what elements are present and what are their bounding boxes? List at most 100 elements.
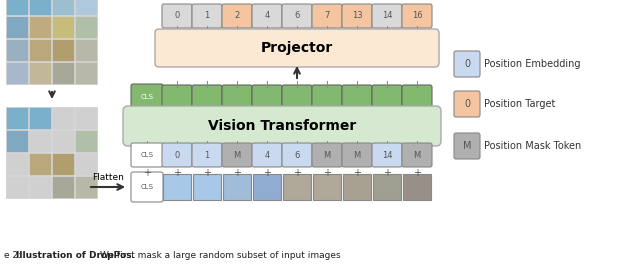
Text: 6: 6 [294, 150, 300, 159]
Text: 13: 13 [352, 12, 362, 21]
FancyBboxPatch shape [373, 174, 401, 200]
Text: We first mask a large random subset of input images: We first mask a large random subset of i… [100, 251, 340, 260]
FancyBboxPatch shape [402, 4, 432, 28]
FancyBboxPatch shape [163, 174, 191, 200]
FancyBboxPatch shape [75, 107, 97, 129]
FancyBboxPatch shape [6, 107, 28, 129]
Text: +: + [323, 168, 331, 178]
FancyBboxPatch shape [282, 4, 312, 28]
FancyBboxPatch shape [29, 176, 51, 198]
FancyBboxPatch shape [402, 143, 432, 167]
FancyBboxPatch shape [253, 174, 281, 200]
FancyBboxPatch shape [192, 143, 222, 167]
Text: 0: 0 [174, 150, 180, 159]
FancyBboxPatch shape [52, 0, 74, 15]
FancyBboxPatch shape [454, 91, 480, 117]
Text: 0: 0 [464, 99, 470, 109]
FancyBboxPatch shape [6, 153, 28, 175]
FancyBboxPatch shape [75, 16, 97, 38]
Text: Position Target: Position Target [484, 99, 556, 109]
FancyBboxPatch shape [52, 39, 74, 61]
FancyBboxPatch shape [29, 16, 51, 38]
FancyBboxPatch shape [155, 29, 439, 67]
FancyBboxPatch shape [131, 84, 163, 110]
FancyBboxPatch shape [123, 106, 441, 146]
FancyBboxPatch shape [222, 143, 252, 167]
Text: M: M [413, 150, 420, 159]
Text: CLS: CLS [141, 94, 154, 100]
FancyBboxPatch shape [52, 130, 74, 152]
FancyBboxPatch shape [75, 130, 97, 152]
FancyBboxPatch shape [75, 0, 97, 15]
FancyBboxPatch shape [192, 4, 222, 28]
FancyBboxPatch shape [29, 39, 51, 61]
Text: Position Embedding: Position Embedding [484, 59, 580, 69]
FancyBboxPatch shape [342, 85, 372, 109]
FancyBboxPatch shape [223, 174, 251, 200]
Text: 14: 14 [381, 150, 392, 159]
FancyBboxPatch shape [252, 143, 282, 167]
FancyBboxPatch shape [52, 107, 74, 129]
Text: e 2:: e 2: [4, 251, 24, 260]
FancyBboxPatch shape [6, 130, 28, 152]
FancyBboxPatch shape [162, 4, 192, 28]
FancyBboxPatch shape [75, 176, 97, 198]
FancyBboxPatch shape [282, 143, 312, 167]
FancyBboxPatch shape [29, 153, 51, 175]
FancyBboxPatch shape [252, 85, 282, 109]
Text: Projector: Projector [261, 41, 333, 55]
Text: Position Mask Token: Position Mask Token [484, 141, 581, 151]
Text: +: + [263, 168, 271, 178]
FancyBboxPatch shape [131, 143, 163, 167]
FancyBboxPatch shape [52, 176, 74, 198]
Text: +: + [353, 168, 361, 178]
FancyBboxPatch shape [343, 174, 371, 200]
Text: CLS: CLS [141, 184, 154, 190]
FancyBboxPatch shape [75, 153, 97, 175]
FancyBboxPatch shape [29, 0, 51, 15]
Text: 0: 0 [464, 59, 470, 69]
FancyBboxPatch shape [75, 39, 97, 61]
FancyBboxPatch shape [6, 62, 28, 84]
FancyBboxPatch shape [372, 143, 402, 167]
Text: 1: 1 [204, 150, 210, 159]
Text: 14: 14 [381, 12, 392, 21]
FancyBboxPatch shape [75, 62, 97, 84]
Text: M: M [234, 150, 241, 159]
Text: +: + [233, 168, 241, 178]
FancyBboxPatch shape [29, 62, 51, 84]
Text: 4: 4 [264, 12, 269, 21]
FancyBboxPatch shape [162, 143, 192, 167]
FancyBboxPatch shape [283, 174, 311, 200]
FancyBboxPatch shape [222, 85, 252, 109]
FancyBboxPatch shape [372, 85, 402, 109]
FancyBboxPatch shape [454, 133, 480, 159]
Text: 0: 0 [174, 12, 180, 21]
Text: M: M [463, 141, 471, 151]
FancyBboxPatch shape [52, 16, 74, 38]
FancyBboxPatch shape [193, 174, 221, 200]
FancyBboxPatch shape [222, 4, 252, 28]
FancyBboxPatch shape [312, 4, 342, 28]
FancyBboxPatch shape [6, 0, 28, 15]
FancyBboxPatch shape [6, 39, 28, 61]
FancyBboxPatch shape [402, 85, 432, 109]
FancyBboxPatch shape [342, 4, 372, 28]
Text: +: + [143, 168, 151, 178]
FancyBboxPatch shape [29, 130, 51, 152]
FancyBboxPatch shape [6, 16, 28, 38]
Text: +: + [173, 168, 181, 178]
Text: +: + [203, 168, 211, 178]
Text: +: + [293, 168, 301, 178]
FancyBboxPatch shape [252, 4, 282, 28]
Text: Illustration of DropPos.: Illustration of DropPos. [16, 251, 135, 260]
FancyBboxPatch shape [52, 62, 74, 84]
Text: 6: 6 [294, 12, 300, 21]
FancyBboxPatch shape [403, 174, 431, 200]
Text: M: M [353, 150, 360, 159]
FancyBboxPatch shape [312, 143, 342, 167]
Text: 16: 16 [412, 12, 422, 21]
FancyBboxPatch shape [342, 143, 372, 167]
Text: Flatten: Flatten [92, 173, 124, 182]
FancyBboxPatch shape [6, 176, 28, 198]
